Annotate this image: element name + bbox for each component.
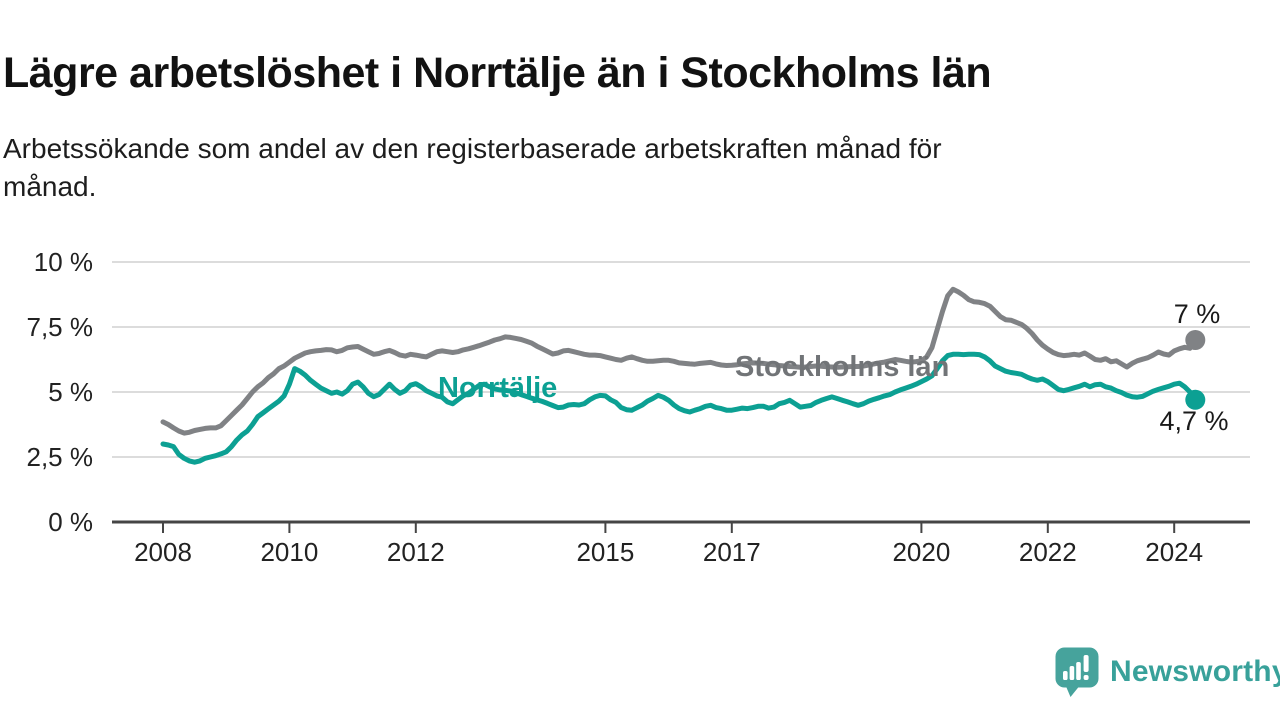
y-axis-tick-label: 5 %: [48, 377, 93, 407]
chart-subtitle: Arbetssökande som andel av den registerb…: [3, 130, 1223, 206]
y-axis-tick-label: 2,5 %: [26, 442, 94, 472]
x-axis-tick-label: 2012: [386, 537, 445, 567]
page-title: Lägre arbetslöshet i Norrtälje än i Stoc…: [3, 48, 992, 97]
end-value-label-norrtalje: 4,7 %: [1159, 406, 1229, 436]
end-dot-norrtalje: [1185, 389, 1206, 410]
newsworthy-wordmark: Newsworthy: [1110, 655, 1280, 688]
y-axis-tick-label: 0 %: [48, 507, 93, 537]
newsworthy-speech-bubble-icon: [1055, 647, 1099, 697]
series-label-norrtalje: Norrtälje: [438, 372, 558, 404]
chart-subtitle-line-2: månad.: [3, 171, 97, 202]
x-axis-tick-label: 2015: [576, 537, 635, 567]
end-value-label-stockholms-lan: 7 %: [1173, 299, 1221, 329]
line-stockholms-lan: [160, 286, 1198, 436]
x-axis-tick-label: 2024: [1145, 537, 1204, 567]
x-axis-tick-label: 2017: [702, 537, 761, 567]
end-dot-stockholms-lan: [1185, 330, 1206, 350]
series-label-stockholms-lan: Stockholms län: [735, 351, 950, 383]
x-axis-tick-label: 2008: [134, 537, 192, 567]
x-axis-tick-label: 2020: [892, 537, 951, 567]
x-axis-tick-label: 2010: [260, 537, 319, 567]
chart-subtitle-line-1: Arbetssökande som andel av den registerb…: [3, 133, 942, 164]
x-axis-tick-label: 2022: [1018, 537, 1077, 567]
newsworthy-logo: Newsworthy: [1054, 646, 1280, 698]
y-axis-tick-label: 7,5 %: [26, 312, 94, 342]
line-norrtalje: [160, 351, 1198, 465]
y-axis-tick-label: 10 %: [33, 247, 93, 277]
